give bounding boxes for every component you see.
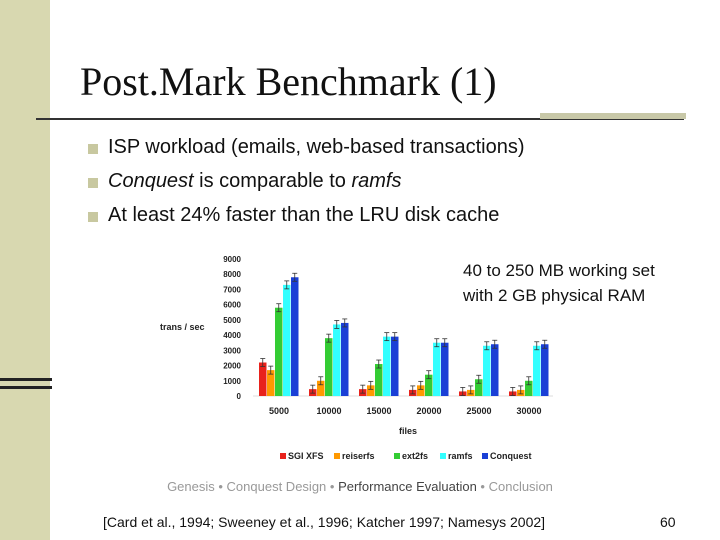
footer-separator: •	[476, 479, 489, 494]
x-tick-label: 15000	[366, 406, 391, 416]
bar-ext2fs	[425, 374, 433, 396]
x-tick-label: 5000	[269, 406, 289, 416]
note-line: 40 to 250 MB working set	[463, 261, 655, 280]
bullet-text: Conquest is comparable to ramfs	[108, 170, 401, 193]
x-tick-label: 30000	[516, 406, 541, 416]
y-tick-label: 7000	[223, 285, 241, 294]
footer-nav-item[interactable]: Performance Evaluation	[338, 479, 477, 494]
bar-reiserfs	[367, 385, 375, 396]
bar-ext2fs	[275, 307, 283, 396]
bullet-emphasis: Conquest	[108, 170, 194, 192]
x-tick-label: 20000	[416, 406, 441, 416]
bar-conquest	[441, 342, 449, 396]
bar-conquest	[491, 344, 499, 396]
bullet-text-part: ISP workload (emails, web-based transact…	[108, 136, 525, 158]
x-tick-label: 25000	[466, 406, 491, 416]
y-tick-label: 3000	[223, 346, 241, 355]
bullet-square-icon	[88, 212, 98, 222]
legend-swatch	[280, 453, 286, 459]
bullet-emphasis: ramfs	[351, 170, 402, 192]
footer-nav-item[interactable]: Conclusion	[488, 479, 553, 494]
bar-ramfs	[483, 345, 491, 396]
legend-swatch	[440, 453, 446, 459]
y-tick-label: 9000	[223, 255, 241, 264]
bar-reiserfs	[417, 385, 425, 396]
bar-ext2fs	[325, 338, 333, 396]
footer-separator: •	[214, 479, 227, 494]
bullet-text-part: At least 24% faster than the LRU disk ca…	[108, 204, 500, 226]
bar-conquest	[541, 344, 549, 396]
band-tick-lower	[0, 386, 52, 389]
bar-conquest	[391, 336, 399, 396]
y-tick-label: 2000	[223, 362, 241, 371]
left-decorative-band	[0, 0, 50, 540]
y-tick-label: 6000	[223, 301, 241, 310]
legend-label: Conquest	[490, 451, 532, 461]
y-axis-label: trans / sec	[160, 322, 205, 332]
x-axis-label: files	[399, 426, 417, 436]
legend-swatch	[394, 453, 400, 459]
bullet-text-part: is comparable to	[193, 170, 352, 192]
bar-sgi-xfs	[259, 362, 267, 396]
slide-title: Post.Mark Benchmark (1)	[80, 59, 497, 104]
bullet-text: ISP workload (emails, web-based transact…	[108, 136, 524, 159]
bullet-text: At least 24% faster than the LRU disk ca…	[108, 204, 499, 227]
left-band-divider	[50, 0, 52, 540]
legend-swatch	[482, 453, 488, 459]
bullet-square-icon	[88, 178, 98, 188]
footer-navigation: Genesis • Conquest Design • Performance …	[0, 479, 720, 494]
legend-label: ext2fs	[402, 451, 428, 461]
band-tick-upper	[0, 378, 52, 381]
y-tick-label: 1000	[223, 377, 241, 386]
legend-label: ramfs	[448, 451, 473, 461]
y-tick-label: 8000	[223, 270, 241, 279]
legend-swatch	[334, 453, 340, 459]
bar-ramfs	[283, 284, 291, 396]
bar-ext2fs	[525, 380, 533, 396]
working-set-note: 40 to 250 MB working set with 2 GB physi…	[463, 258, 655, 308]
bar-ramfs	[433, 342, 441, 396]
y-tick-label: 5000	[223, 316, 241, 325]
legend-label: reiserfs	[342, 451, 375, 461]
bar-ext2fs	[375, 364, 383, 396]
bar-reiserfs	[317, 380, 325, 396]
footer-nav-item[interactable]: Genesis	[167, 479, 215, 494]
title-underline	[36, 118, 684, 120]
bullet-square-icon	[88, 144, 98, 154]
page-number: 60	[660, 514, 676, 530]
bar-ramfs	[333, 324, 341, 396]
x-tick-label: 10000	[316, 406, 341, 416]
note-line: with 2 GB physical RAM	[463, 286, 646, 305]
y-tick-label: 4000	[223, 331, 241, 340]
footer-nav-item[interactable]: Conquest Design	[226, 479, 327, 494]
citation: [Card et al., 1994; Sweeney et al., 1996…	[103, 514, 546, 530]
postmark-bar-chart: 0 1000 2000 3000 4000 5000 6000 7000 8000 9000 tra…	[160, 255, 553, 461]
bar-ext2fs	[475, 379, 483, 396]
bar-ramfs	[383, 336, 391, 396]
y-tick-label: 0	[237, 392, 242, 401]
bar-ramfs	[533, 345, 541, 396]
bar-conquest	[341, 322, 349, 396]
title-accent-bar	[540, 113, 686, 119]
footer-separator: •	[326, 479, 339, 494]
legend-label: SGI XFS	[288, 451, 324, 461]
bar-conquest	[291, 277, 299, 396]
bar-reiserfs	[267, 370, 275, 396]
